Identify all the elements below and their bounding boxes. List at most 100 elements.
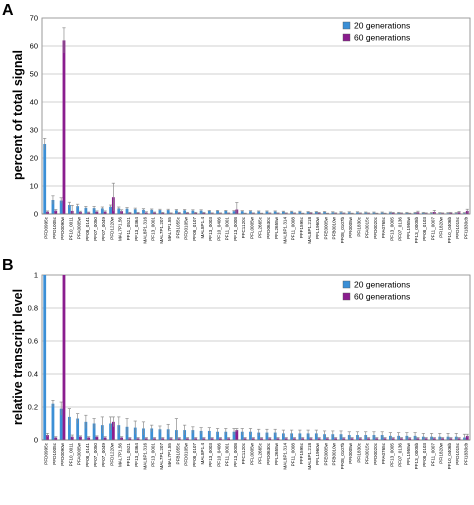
- panel-b-x-tick-label: PFB1055c: [175, 442, 180, 464]
- panel-a-x-tick-label: PFF1595c: [299, 216, 304, 238]
- panel-b-bar-gen20: [273, 432, 277, 440]
- panel-a-bar-gen20: [150, 209, 154, 214]
- panel-a-x-tick-label: PF10_0011: [68, 217, 73, 241]
- panel-b-x-tick-label: PFD0105w: [184, 442, 189, 465]
- panel-b-x-tick-label: PF13_0364: [134, 443, 139, 467]
- panel-a-x-tick-label: PF11_0007: [430, 217, 435, 241]
- panel-b-x-tick-label: PFD1220w: [109, 442, 114, 465]
- panel-a-bar-gen20: [240, 211, 244, 214]
- panel-b-legend-label-gen20: 20 generations: [354, 280, 410, 290]
- panel-a-bar-gen20: [125, 208, 129, 214]
- panel-a-chart: A percent of total signal 0 10 20 30 40 50 60 7…: [2, 2, 471, 244]
- panel-a-x-tick-label: MAL7P1.55: [167, 217, 172, 241]
- panel-a-bar-gen60: [358, 213, 362, 214]
- panel-b-bar-gen60: [62, 275, 66, 440]
- panel-b-bar-gen60: [235, 430, 239, 440]
- panel-a-bar-gen20: [199, 210, 203, 214]
- panel-a-legend-swatch-gen20: [342, 21, 351, 30]
- panel-a-bar-gen20: [183, 210, 187, 214]
- panel-b-x-tick-label: PF07_0136: [398, 443, 403, 467]
- panel-a-bar-gen60: [251, 213, 255, 214]
- panel-a-bar-gen60: [293, 213, 296, 214]
- panel-a-bar-gen20: [298, 211, 302, 214]
- panel-b-bar-gen60: [120, 437, 123, 440]
- panel-b-x-tick-label: PF10_0406b: [447, 443, 452, 470]
- panel-a-y-axis-label: percent of total signal: [11, 50, 25, 180]
- panel-a-x-tick-label: PF13_0003: [208, 217, 213, 241]
- panel-b-bar-gen20: [216, 431, 219, 440]
- panel-b-x-tick-label: PFI1820w: [439, 442, 444, 463]
- panel-b-x-tick-label: PFE0005w: [323, 442, 328, 465]
- panel-a-x-tick-label: PFD0090w: [60, 216, 65, 239]
- panel-a-x-tick-label: PFD0995c: [44, 216, 49, 238]
- panel-a-x-tick-label: PFA0005w: [77, 216, 82, 239]
- panel-b-x-tick-label: PFC1120c: [241, 442, 246, 464]
- panel-b-bar-gen60: [79, 436, 82, 440]
- panel-a-bar-gen60: [210, 213, 214, 214]
- panel-a-y-tick-label: 40: [30, 98, 38, 107]
- panel-b-bar-gen20: [76, 418, 80, 440]
- panel-b-bar-gen20: [51, 403, 55, 440]
- panel-b-y-tick-label: 0.4: [28, 370, 38, 379]
- panel-a-x-tick-label: PFD0630c: [266, 216, 271, 238]
- panel-a-bar-gen20: [314, 212, 318, 214]
- panel-a-x-tick-label: PFL1955w: [406, 216, 411, 239]
- panel-a-bar-gen60: [400, 213, 403, 214]
- panel-a-y-tick-label: 20: [30, 154, 38, 163]
- panel-a-bar-gen60: [441, 213, 444, 214]
- panel-b-y-axis-label: relative transcript level: [11, 289, 25, 425]
- panel-a-bar-gen20: [142, 209, 145, 214]
- panel-a-bar-gen60: [153, 212, 156, 214]
- panel-b-x-tick-label: PFD1015c: [455, 442, 460, 464]
- panel-a-bar-gen20: [323, 212, 326, 214]
- panel-a-x-tick-label: PFC1120c: [241, 216, 246, 238]
- panel-a-bar-gen20: [100, 208, 104, 214]
- panel-b-x-tick-label: MAL8P1.314: [282, 443, 287, 470]
- panel-a-bar-gen60: [95, 211, 99, 214]
- panel-a-x-tick-label: MAL7P1.207: [159, 217, 164, 244]
- panel-a-bar-gen20: [166, 210, 170, 214]
- panel-a-bar-gen20: [389, 212, 392, 214]
- panel-b-x-tick-label: PF08_0141: [85, 443, 90, 467]
- panel-b-x-tick-label: PF07_0049: [101, 443, 106, 467]
- panel-a-bar-gen20: [232, 211, 236, 214]
- panel-a-x-tick-label: PFE0005w: [323, 216, 328, 239]
- panel-a-x-tick-label: PF13_0001: [151, 217, 156, 241]
- panel-b-x-tick-label: PF07_0050: [93, 443, 98, 467]
- panel-a-plot-area: [41, 17, 471, 215]
- panel-a-x-tick-label: PF08_0107: [192, 217, 197, 241]
- panel-a-bar-gen20: [109, 206, 112, 214]
- panel-b-bar-gen60: [95, 436, 99, 440]
- panel-b-legend-swatch-gen60: [342, 292, 351, 301]
- panel-a-x-tick-label: PF07_0050: [93, 217, 98, 241]
- panel-b-bar-gen20: [240, 431, 244, 440]
- panel-b-x-tick-label: PF08_0107: [192, 443, 197, 467]
- panel-a-bar-gen20: [216, 210, 219, 214]
- panel-b-bar-gen60: [54, 437, 58, 440]
- panel-b-bar-gen20: [257, 432, 261, 440]
- panel-a-bar-gen60: [79, 212, 82, 214]
- panel-b-x-tick-label: PFD0090w: [60, 442, 65, 465]
- panel-a-bar-gen60: [103, 211, 107, 214]
- panel-a-x-tick-label: PF13_0364: [134, 217, 139, 241]
- panel-b-x-tick-label: MAL7P1.55: [167, 443, 172, 467]
- panel-a-bar-gen20: [133, 209, 137, 214]
- panel-a-x-tick-label: PF10_0406: [216, 217, 221, 241]
- panel-b-bar-gen60: [111, 421, 115, 440]
- panel-b-x-tick-label: MAL7P1.56: [118, 443, 123, 467]
- panel-a-x-tick-label: PF07_0136: [398, 217, 403, 241]
- panel-b-x-tick-label: PF10_0406: [216, 443, 221, 467]
- panel-a-bar-gen20: [224, 210, 228, 214]
- panel-a-bar-gen20: [273, 211, 277, 214]
- panel-a-x-tick-label: PF11_0521: [126, 217, 131, 241]
- panel-a-bar-gen60: [334, 213, 337, 214]
- panel-a-y-tick-label: 70: [30, 14, 38, 23]
- panel-a-x-tick-label: PF08_0107b: [340, 217, 345, 244]
- panel-a-bar-gen20: [282, 211, 285, 214]
- panel-b-x-tick-label: PFL2655w: [274, 442, 279, 465]
- panel-b-bar-gen60: [87, 437, 91, 440]
- panel-b-y-tick-label: 0: [34, 436, 38, 445]
- panel-b-label: B: [2, 257, 14, 274]
- panel-b-bar-gen20: [150, 428, 154, 440]
